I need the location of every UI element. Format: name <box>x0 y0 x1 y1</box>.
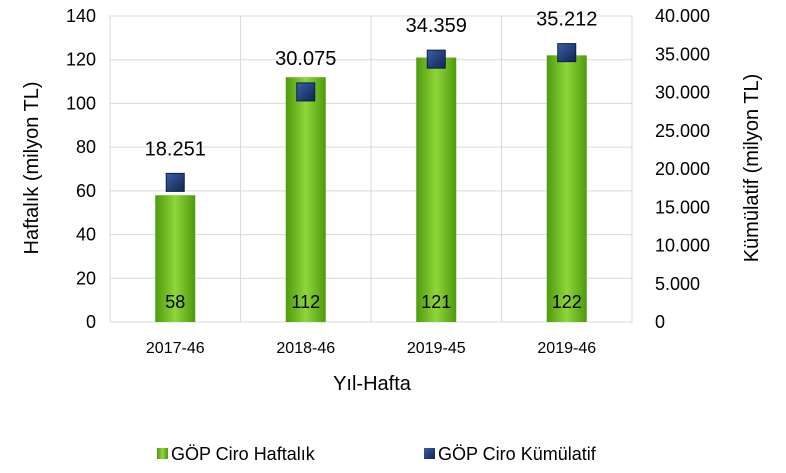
bar <box>416 57 457 323</box>
y2-tick-label: 10.000 <box>655 236 710 256</box>
x-axis-label: Yıl-Hafta <box>333 373 412 395</box>
axes: 0 20 40 60 80 100 120 140 0 5.000 10.000 15.000 20.0… <box>66 6 710 357</box>
bar-series <box>155 55 587 323</box>
bar-value-label: 121 <box>421 292 451 312</box>
y2-tick-label: 20.000 <box>655 159 710 179</box>
bar <box>285 77 326 322</box>
y-tick-label: 60 <box>76 181 96 201</box>
cumulative-marker <box>165 172 185 192</box>
cumulative-value-label: 18.251 <box>145 138 206 160</box>
y-tick-label: 100 <box>66 93 96 113</box>
y2-tick-label: 0 <box>655 312 665 332</box>
bar-value-label: 58 <box>165 292 185 312</box>
y-tick-label: 0 <box>86 312 96 332</box>
bar-value-label: 122 <box>552 292 582 312</box>
y-axis-label: Haftalık (milyon TL) <box>21 81 43 254</box>
legend: GÖP Ciro Haftalık GÖP Ciro Kümülatif <box>157 444 597 464</box>
x-tick-label: 2019-45 <box>407 340 466 357</box>
y2-tick-label: 25.000 <box>655 121 710 141</box>
x-tick-label: 2019-46 <box>537 340 596 357</box>
cumulative-marker <box>557 43 577 63</box>
legend-swatch-weekly <box>157 448 168 459</box>
bar <box>546 55 587 322</box>
marker-series <box>165 43 577 192</box>
data-labels: 58 112 121 122 18.251 30.075 34.359 35.212 <box>145 9 598 312</box>
y-tick-label: 140 <box>66 6 96 26</box>
legend-label-cumulative: GÖP Ciro Kümülatif <box>438 444 597 464</box>
y2-tick-label: 30.000 <box>655 83 710 103</box>
y2-tick-label: 15.000 <box>655 197 710 217</box>
y-tick-label: 40 <box>76 225 96 245</box>
cumulative-marker <box>296 82 316 102</box>
cumulative-value-label: 34.359 <box>406 15 467 37</box>
y-tick-label: 120 <box>66 50 96 70</box>
y-tick-label: 20 <box>76 268 96 288</box>
cumulative-value-label: 35.212 <box>536 9 597 31</box>
legend-swatch-cumulative <box>424 448 435 459</box>
y2-tick-label: 5.000 <box>655 274 700 294</box>
legend-label-weekly: GÖP Ciro Haftalık <box>171 444 316 464</box>
bar-value-label: 112 <box>291 292 320 312</box>
x-tick-label: 2018-46 <box>276 340 335 357</box>
cumulative-value-label: 30.075 <box>275 48 336 70</box>
y2-tick-label: 40.000 <box>655 6 710 26</box>
cumulative-marker <box>426 49 446 69</box>
y-tick-label: 80 <box>76 137 96 157</box>
grid-lines <box>109 15 633 323</box>
bar <box>155 195 196 322</box>
y2-axis-label: Kümülatif (milyon TL) <box>741 74 763 263</box>
y2-tick-label: 35.000 <box>655 44 710 64</box>
x-tick-label: 2017-46 <box>146 340 205 357</box>
